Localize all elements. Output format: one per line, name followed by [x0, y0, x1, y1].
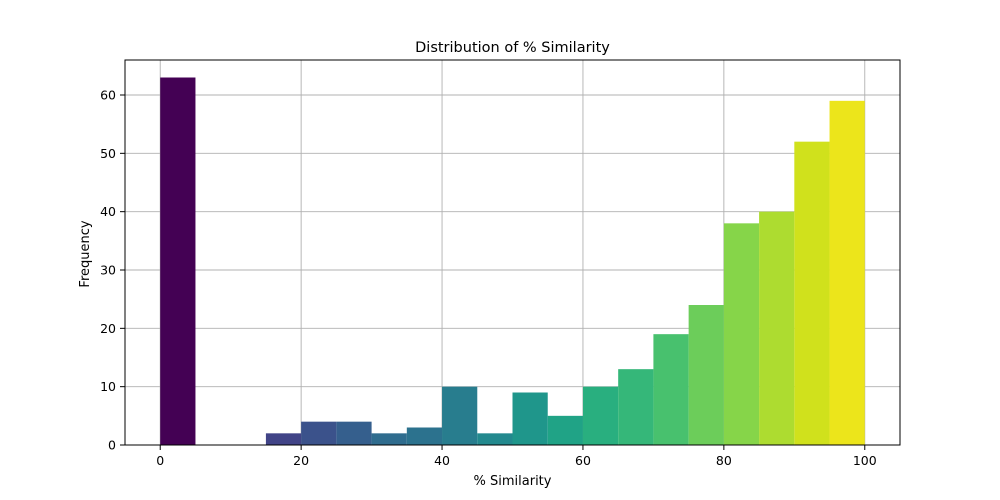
histogram-bar-11 [547, 415, 583, 445]
histogram-bars [160, 77, 865, 445]
histogram-bar-18 [794, 141, 830, 445]
y-axis-label: Frequency [78, 220, 93, 287]
histogram-bar-17 [759, 211, 795, 445]
y-tick-label: 0 [108, 438, 116, 453]
x-axis-ticks: 0 20 40 60 80 100 [156, 445, 877, 468]
histogram-bar-10 [512, 392, 548, 445]
histogram-bar-6 [371, 433, 407, 445]
y-tick-label: 30 [100, 263, 116, 278]
x-tick-label: 40 [434, 453, 450, 468]
histogram-bar-4 [301, 421, 337, 445]
histogram-bar-5 [336, 421, 372, 445]
x-axis-label: % Similarity [474, 474, 552, 489]
y-axis-ticks: 0 10 20 30 40 50 60 [100, 88, 125, 453]
histogram-bar-9 [477, 433, 513, 445]
plot-frame [124, 59, 901, 446]
histogram-bar-12 [582, 386, 619, 445]
y-tick-label: 60 [100, 88, 116, 103]
histogram-bar-15 [688, 305, 724, 445]
y-tick-label: 50 [100, 146, 116, 161]
histogram-bar-13 [618, 369, 654, 445]
histogram-bar-16 [723, 223, 760, 445]
y-tick-label: 20 [100, 321, 116, 336]
y-tick-label: 40 [100, 204, 116, 219]
x-tick-label: 0 [156, 453, 164, 468]
x-tick-label: 60 [575, 453, 591, 468]
histogram-bar-14 [653, 334, 689, 445]
x-tick-label: 80 [716, 453, 732, 468]
histogram-bar-7 [406, 427, 443, 445]
x-tick-label: 100 [853, 453, 877, 468]
histogram-bar-19 [829, 100, 865, 445]
histogram-bar-8 [442, 386, 478, 445]
x-tick-label: 20 [293, 453, 309, 468]
chart-title: Distribution of % Similarity [415, 40, 610, 56]
histogram-bar-0 [160, 77, 196, 445]
histogram-bar-3 [265, 433, 302, 445]
y-tick-label: 10 [100, 379, 116, 394]
